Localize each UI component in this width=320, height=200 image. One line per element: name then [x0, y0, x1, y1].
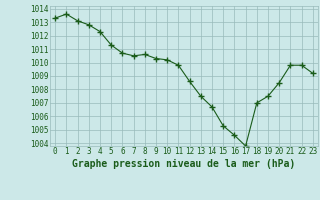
X-axis label: Graphe pression niveau de la mer (hPa): Graphe pression niveau de la mer (hPa)	[72, 159, 296, 169]
